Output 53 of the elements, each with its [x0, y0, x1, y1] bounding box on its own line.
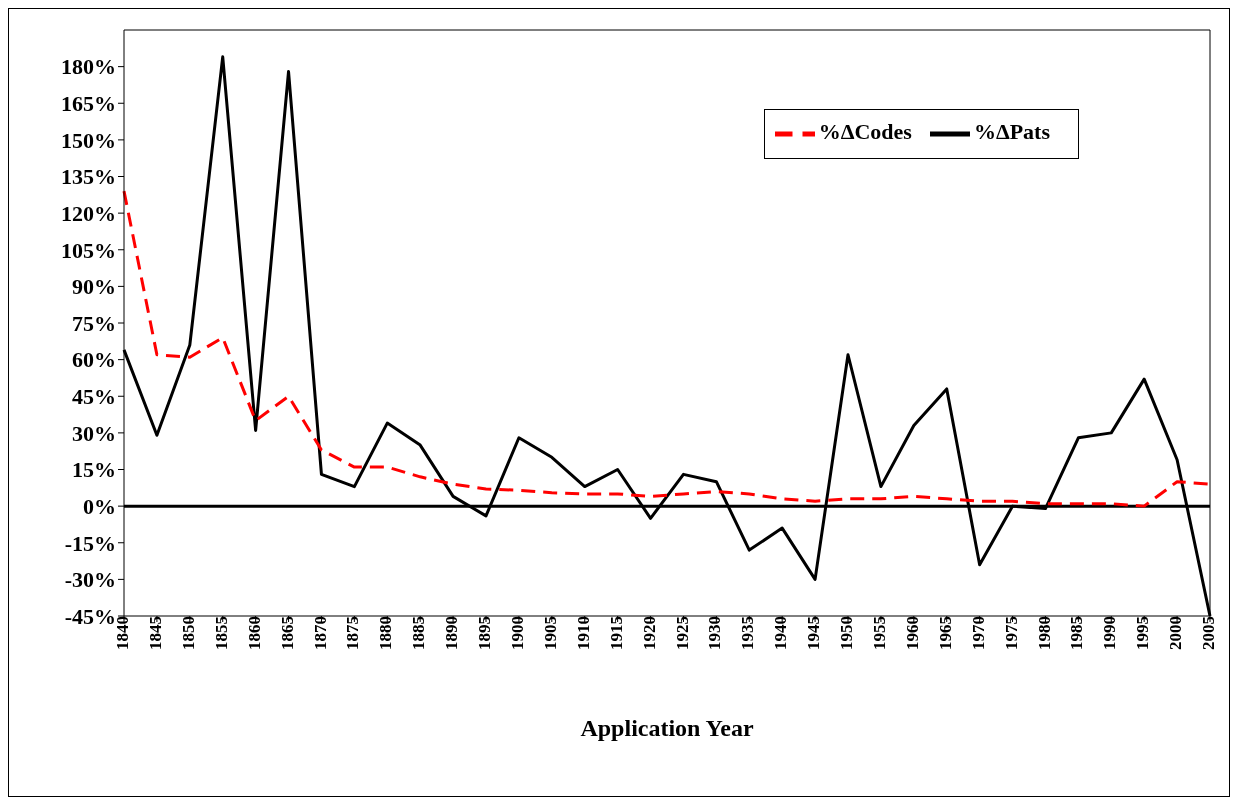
x-tick-label: 1925 [672, 616, 692, 650]
x-tick-label: 1905 [540, 616, 560, 650]
x-tick-label: 1965 [935, 616, 955, 650]
y-tick-label: 0% [83, 493, 116, 519]
x-tick-label: 1885 [409, 616, 429, 650]
y-tick-label: 90% [72, 274, 116, 300]
x-tick-label: 1970 [968, 616, 988, 650]
x-tick-label: 1940 [771, 616, 791, 650]
x-tick-label: 1865 [277, 616, 297, 650]
x-tick-label: 1855 [211, 616, 231, 650]
y-tick-label: 150% [61, 127, 116, 153]
x-tick-label: 1945 [804, 616, 824, 650]
x-tick-label: 1910 [573, 616, 593, 650]
x-tick-label: 1845 [145, 616, 165, 650]
x-tick-label: 1950 [837, 616, 857, 650]
x-tick-label: 1975 [1001, 616, 1021, 650]
x-tick-label: 1875 [343, 616, 363, 650]
x-tick-label: 1900 [507, 616, 527, 650]
x-tick-label: 2005 [1199, 616, 1219, 650]
x-tick-label: 1840 [113, 616, 133, 650]
y-tick-label: 45% [72, 384, 116, 410]
x-tick-label: 1895 [475, 616, 495, 650]
y-tick-label: 135% [61, 164, 116, 190]
legend-label: %ΔPats [973, 119, 1050, 145]
x-tick-label: 1915 [606, 616, 626, 650]
y-tick-label: 180% [61, 54, 116, 80]
y-tick-label: 60% [72, 347, 116, 373]
x-tick-label: 1985 [1067, 616, 1087, 650]
x-tick-label: 1935 [738, 616, 758, 650]
x-tick-label: 1860 [244, 616, 264, 650]
y-tick-label: 120% [61, 200, 116, 226]
y-tick-label: 75% [72, 310, 116, 336]
legend-label: %ΔCodes [818, 119, 912, 145]
x-tick-label: 1980 [1034, 616, 1054, 650]
x-tick-label: 1995 [1133, 616, 1153, 650]
y-tick-label: 105% [61, 237, 116, 263]
x-tick-label: 1930 [705, 616, 725, 650]
y-tick-label: -45% [64, 603, 116, 629]
y-tick-label: -30% [64, 567, 116, 593]
y-tick-label: 15% [72, 457, 116, 483]
x-tick-label: 1870 [310, 616, 330, 650]
x-axis-title: Application Year [580, 715, 754, 741]
x-tick-label: 1880 [376, 616, 396, 650]
x-tick-label: 1955 [869, 616, 889, 650]
y-tick-label: 30% [72, 420, 116, 446]
x-tick-label: 1990 [1100, 616, 1120, 650]
y-tick-label: -15% [64, 530, 116, 556]
x-tick-label: 1960 [902, 616, 922, 650]
y-tick-label: 165% [61, 91, 116, 117]
x-tick-label: 1850 [178, 616, 198, 650]
x-tick-label: 2000 [1166, 616, 1186, 650]
x-tick-label: 1920 [639, 616, 659, 650]
x-tick-label: 1890 [442, 616, 462, 650]
